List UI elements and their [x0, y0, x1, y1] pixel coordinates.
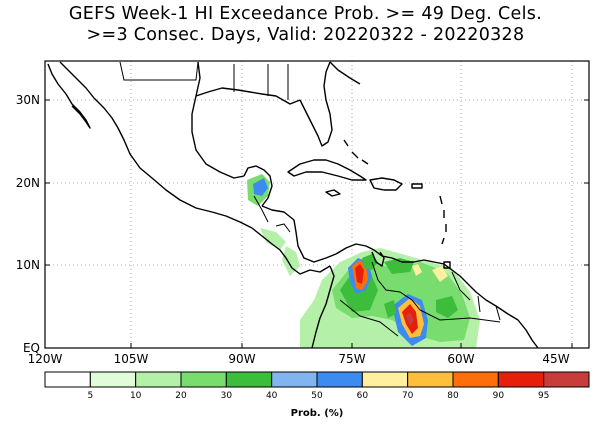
map-gridlines [45, 61, 589, 348]
map-title-line2: >=3 Consec. Days, Valid: 20220322 - 2022… [86, 25, 525, 45]
colorbar-swatch [180, 371, 227, 388]
lat-label-10n: 10N [16, 258, 40, 272]
honduras-border [275, 223, 291, 233]
colorbar-tick-label: 20 [175, 391, 187, 401]
colombia-venezuela-border [371, 261, 421, 311]
colorbar-swatch [497, 371, 545, 388]
colorbar-swatch [543, 371, 590, 388]
gulf-mexico-north-coast [195, 87, 301, 105]
colorbar-swatch [44, 371, 91, 388]
lat-label-30n: 30N [16, 93, 40, 107]
brazil-north-border [419, 309, 501, 323]
colorbar-tick-label: 50 [311, 391, 323, 401]
amazon-shade-darkred [406, 312, 414, 326]
us-atlantic-coast [329, 61, 361, 85]
lon-label-75w: 75W [338, 352, 365, 366]
colorbar-tick-label: 80 [447, 391, 459, 401]
colombia-south-border [339, 299, 399, 337]
mexico-pacific-coast [59, 61, 253, 229]
yucatan-shade-blue [253, 178, 268, 196]
colorbar-tick-label: 30 [221, 391, 233, 401]
venezuela-guyana-border [451, 271, 471, 301]
map-frame [44, 60, 590, 349]
yucatan-coast [243, 165, 273, 207]
south-america-pacific-coast [311, 265, 335, 348]
bahamas-coast [343, 139, 369, 165]
map-area [45, 61, 589, 348]
venezuela-shade-yellow [412, 264, 422, 276]
colorbar-tick-label: 10 [130, 391, 142, 401]
colorbar-swatch [452, 371, 499, 388]
colorbar-unit-label: Prob. (%) [291, 408, 344, 419]
lon-ticks [130, 343, 573, 348]
jamaica-coast [325, 189, 341, 197]
colorbar-tick-label: 90 [493, 391, 505, 401]
probability-shading [247, 174, 480, 348]
central-america-caribbean-coast [261, 205, 337, 263]
lake-maracaibo [371, 251, 385, 267]
colorbar-tick-label: 5 [87, 391, 93, 401]
colorbar-tick-label: 70 [402, 391, 414, 401]
florida-coast [299, 61, 333, 147]
guatemala-border [253, 195, 269, 223]
coastlines [47, 61, 539, 348]
colorbar-swatch [271, 371, 318, 388]
guyana-shade [436, 296, 458, 318]
lon-label-60w: 60W [447, 352, 474, 366]
gulf-mexico-west-coast [191, 61, 245, 179]
colombia-shade-red [355, 264, 364, 284]
colorbar: 5 10 20 30 40 50 60 70 80 90 95 [44, 371, 590, 401]
map-title-line1: GEFS Week-1 HI Exceedance Prob. >= 49 De… [68, 4, 543, 24]
colorbar-swatch [135, 371, 182, 388]
colorbar-swatch [361, 371, 409, 388]
trinidad-coast [443, 261, 451, 269]
colorbar-tick-label: 95 [538, 391, 549, 401]
colorbar-swatch [89, 371, 137, 388]
hispaniola-coast [369, 177, 403, 191]
panama-shade [282, 246, 300, 276]
lon-label-90w: 90W [228, 352, 255, 366]
baja-california-coast [47, 63, 91, 129]
lesser-antilles-coast [439, 195, 447, 245]
amazon-shade-green [384, 300, 396, 318]
us-mexico-border [119, 61, 199, 81]
guyana-suriname-border [477, 295, 481, 313]
lat-ticks [45, 99, 589, 266]
colorbar-tick-label: 60 [357, 391, 369, 401]
lon-label-120w: 120W [28, 352, 63, 366]
colorbar-swatch [316, 371, 363, 388]
lon-label-45w: 45W [542, 352, 569, 366]
political-borders [119, 61, 501, 337]
colorbar-swatch [407, 371, 454, 388]
puerto-rico-coast [411, 183, 423, 189]
central-america-pacific-coast [251, 227, 331, 275]
cuba-coast [287, 159, 367, 181]
lat-label-20n: 20N [16, 176, 40, 190]
colorbar-swatch [225, 371, 273, 388]
lat-label-eq: EQ [23, 341, 40, 355]
suriname-guiana-border [495, 305, 501, 321]
venezuela-shade-yellow-2 [432, 266, 448, 282]
lon-label-105w: 105W [114, 352, 149, 366]
central-america-shade [260, 228, 286, 250]
colorbar-tick-label: 40 [266, 391, 278, 401]
